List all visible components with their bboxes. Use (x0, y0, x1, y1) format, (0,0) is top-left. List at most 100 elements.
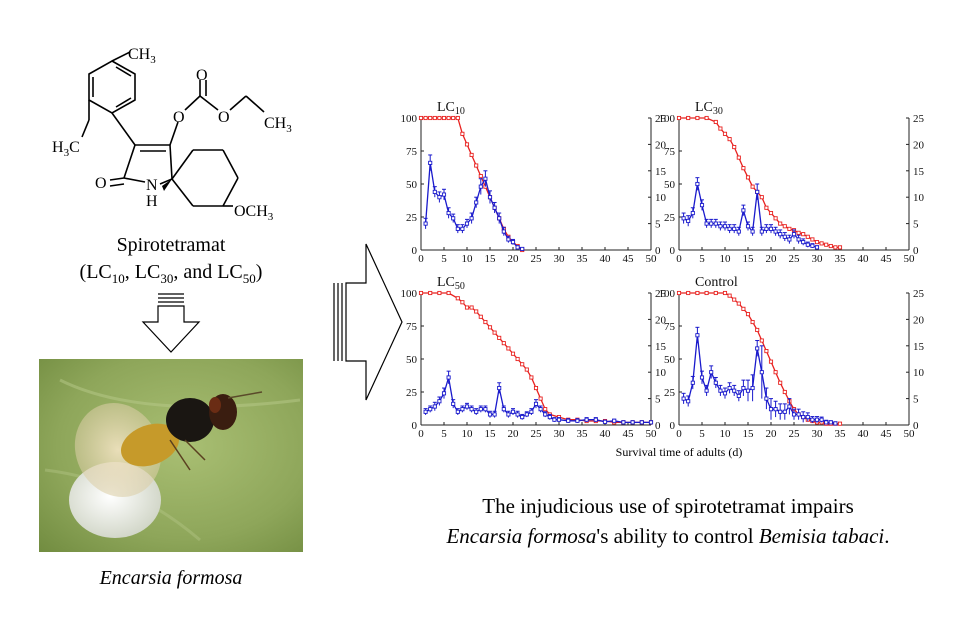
data-point (681, 216, 686, 221)
data-point (695, 290, 700, 296)
data-point (441, 391, 447, 396)
data-point (805, 415, 810, 420)
data-point (810, 417, 815, 422)
data-point (464, 142, 470, 147)
x-tick-label: 25 (789, 253, 801, 265)
data-point (533, 385, 539, 391)
y-tick-label: 75 (664, 146, 676, 158)
x-tick-label: 0 (418, 428, 424, 440)
x-tick-label: 0 (676, 428, 682, 440)
data-point (681, 396, 686, 401)
x-tick-label: 25 (531, 428, 543, 440)
o-ester-left-label: O (173, 109, 185, 126)
x-tick-label: 5 (441, 428, 447, 440)
data-point (478, 407, 483, 412)
x-tick-label: 30 (812, 253, 824, 265)
data-point (483, 176, 488, 181)
benzene-ring (88, 60, 136, 114)
y-tick-label: 0 (670, 420, 676, 432)
data-point (437, 115, 442, 121)
data-point (469, 216, 474, 221)
data-point (437, 290, 442, 296)
data-point (441, 115, 447, 121)
y2-tick-label: 0 (655, 420, 661, 432)
data-point (722, 131, 728, 136)
y-tick-label: 0 (412, 245, 418, 257)
data-point (474, 409, 479, 414)
y-tick-label: 50 (664, 354, 676, 366)
data-point (704, 115, 709, 121)
data-point (455, 115, 460, 121)
data-point (497, 335, 502, 340)
data-point (460, 226, 465, 231)
data-point (695, 115, 700, 121)
data-point (750, 385, 755, 391)
chart-panel-2: 0 5 10 15 20 25 30 35 40 45 5002550751000510152025… (659, 100, 925, 265)
right-arrow-icon (333, 243, 403, 401)
y2-tick-label: 25 (913, 113, 925, 125)
data-point (695, 333, 700, 338)
y2-tick-label: 15 (655, 166, 667, 178)
data-point (648, 420, 654, 425)
data-point (814, 245, 820, 250)
y2-tick-label: 5 (655, 219, 661, 231)
spirotetramat-structure (81, 51, 265, 207)
data-point (686, 290, 691, 296)
encarsia-formosa-photo (39, 359, 303, 552)
data-point (602, 419, 608, 424)
chart-panel-3: 0 5 10 15 20 25 30 35 40 45 5002550751000510152025… (401, 275, 667, 440)
data-point (773, 229, 778, 234)
y2-tick-label: 25 (655, 288, 667, 300)
y2-tick-label: 5 (913, 219, 919, 231)
down-arrow-icon (141, 293, 201, 353)
y-tick-label: 100 (659, 288, 676, 300)
fecundity-series (681, 177, 820, 250)
y2-tick-label: 20 (913, 139, 925, 151)
data-point (837, 421, 843, 426)
y-tick-label: 100 (659, 113, 676, 125)
y2-tick-label: 10 (655, 367, 667, 379)
data-point (745, 388, 751, 393)
x-tick-label: 45 (881, 253, 893, 265)
y2-tick-label: 0 (655, 245, 661, 257)
data-point (755, 189, 760, 194)
x-tick-label: 40 (858, 253, 870, 265)
data-point (713, 290, 718, 296)
x-tick-label: 10 (720, 428, 732, 440)
data-point (690, 380, 695, 385)
x-tick-label: 50 (904, 428, 916, 440)
concentration-label: (LC10, LC30, and LC50) (80, 261, 263, 286)
y-tick-label: 100 (401, 113, 418, 125)
y2-tick-label: 20 (655, 314, 667, 326)
data-point (810, 243, 815, 248)
data-point (432, 115, 437, 121)
data-point (801, 232, 806, 237)
y-tick-label: 75 (664, 321, 676, 333)
data-point (538, 396, 543, 401)
data-point (768, 407, 774, 412)
data-point (768, 359, 774, 364)
data-point (819, 417, 824, 422)
x-tick-label: 30 (554, 253, 566, 265)
data-point (478, 184, 483, 189)
data-point (455, 409, 460, 414)
data-point (621, 420, 626, 425)
h3c-label: H3C (52, 139, 80, 159)
data-point (460, 300, 465, 305)
data-point (833, 245, 838, 250)
y2-tick-label: 25 (655, 113, 667, 125)
x-tick-label: 20 (508, 253, 520, 265)
data-point (437, 195, 442, 200)
data-point (718, 224, 723, 229)
data-point (437, 399, 442, 404)
y2-tick-label: 25 (913, 288, 925, 300)
data-point (805, 242, 810, 247)
data-point (819, 241, 824, 246)
data-point (510, 409, 516, 414)
data-point (686, 115, 691, 121)
y2-tick-label: 10 (655, 192, 667, 204)
data-point (713, 380, 718, 385)
data-point (695, 181, 700, 187)
data-point (446, 375, 451, 380)
data-point (455, 296, 460, 301)
